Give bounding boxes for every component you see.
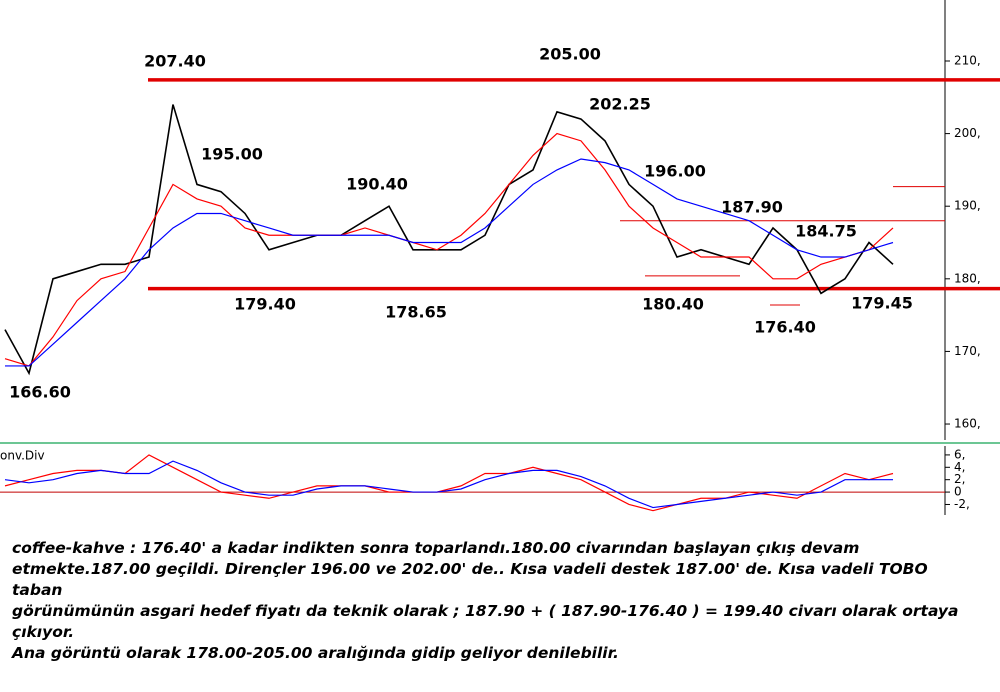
panel-title: onv.Div — [0, 449, 45, 463]
annotation: 195.00 — [201, 145, 263, 164]
y-tick-label: 2, — [954, 472, 965, 486]
commentary: coffee-kahve : 176.40' a kadar indikten … — [12, 538, 982, 664]
annotation: 179.45 — [851, 294, 913, 313]
y-tick-label: 0 — [954, 485, 962, 499]
annotation: 190.40 — [346, 175, 408, 194]
y-tick-label: 210, — [954, 53, 981, 67]
annotation: 166.60 — [9, 383, 71, 402]
y-tick-label: -2, — [954, 497, 970, 511]
y-tick-label: 6, — [954, 447, 965, 461]
commentary-line: etmekte.187.00 geçildi. Dirençler 196.00… — [12, 560, 928, 599]
y-tick-label: 190, — [954, 199, 981, 213]
annotation: 202.25 — [589, 95, 651, 114]
y-tick-label: 170, — [954, 344, 981, 358]
annotation: 176.40 — [754, 318, 816, 337]
y-tick-label: 4, — [954, 460, 965, 474]
annotation: 180.40 — [642, 295, 704, 314]
y-tick-label: 200, — [954, 126, 981, 140]
annotation: 184.75 — [795, 222, 857, 241]
series-line — [4, 460, 893, 509]
y-tick-label: 180, — [954, 271, 981, 285]
commentary-line: çıkıyor. — [12, 623, 75, 641]
annotation: 179.40 — [234, 295, 296, 314]
y-tick-label: 160, — [954, 417, 981, 431]
series-line — [4, 104, 894, 376]
series-line — [5, 158, 894, 367]
chart: onv.Div 160, 170, 180, 190, 200, 210, 207.40 20… — [0, 0, 1000, 515]
annotation: 187.90 — [721, 198, 783, 217]
commentary-line: coffee-kahve : 176.40' a kadar indikten … — [12, 539, 860, 557]
annotation: 207.40 — [144, 52, 206, 71]
annotation: 178.65 — [385, 303, 447, 322]
commentary-line: görünümünün asgari hedef fiyatı da tekni… — [12, 602, 959, 620]
commentary-line: Ana görüntü olarak 178.00-205.00 aralığı… — [12, 644, 619, 662]
annotation: 205.00 — [539, 45, 601, 64]
series-line — [4, 454, 894, 512]
annotation: 196.00 — [644, 162, 706, 181]
